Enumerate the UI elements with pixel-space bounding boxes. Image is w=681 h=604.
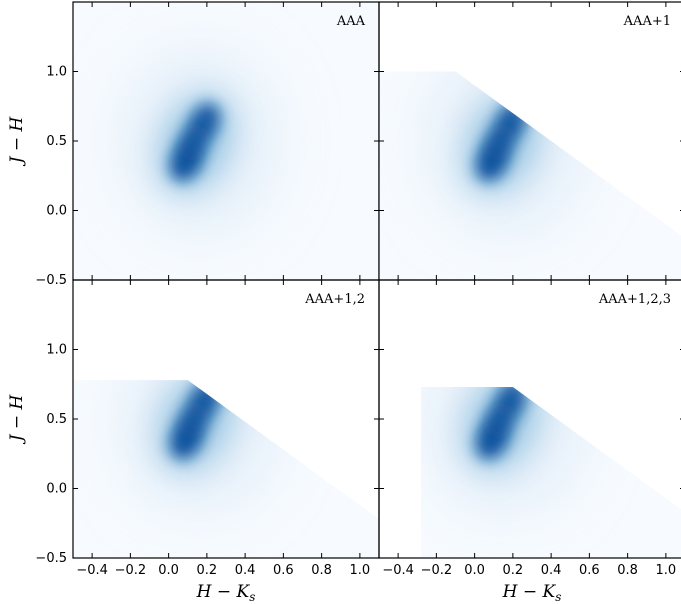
y-tick-label: 0.0	[46, 482, 67, 497]
panel-4: −0.4 −0.2 0.0 0.2 0.4 0.6 0.8 1.0 AAA+1,2,3	[378, 279, 681, 578]
y-tick-label: −0.5	[35, 273, 67, 288]
x-tick-label: −0.4	[382, 563, 414, 578]
x-tick-label: 0.6	[273, 563, 294, 578]
y-axis-label-top: J − H	[7, 115, 27, 166]
panel-label: AAA+1,2	[304, 292, 365, 307]
x-tick-label: 0.6	[579, 563, 600, 578]
y-tick-label: 1.0	[46, 343, 67, 358]
x-tick-label: 0.0	[464, 563, 485, 578]
density-peak-3	[484, 402, 515, 439]
y-tick-label: 0.5	[46, 134, 67, 149]
x-tick-label: 0.4	[541, 563, 562, 578]
x-tick-label: −0.2	[115, 563, 147, 578]
x-tick-label: 0.8	[617, 563, 638, 578]
y-tick-label: −0.5	[35, 551, 67, 566]
panel-1: −0.5 0.0 0.5 1.0 AAA	[35, 1, 380, 288]
x-axis-label-right: H − Ks	[502, 582, 562, 604]
panel-label: AAA	[336, 14, 366, 29]
x-tick-label: 0.8	[311, 563, 332, 578]
x-tick-label: 0.0	[158, 563, 179, 578]
x-tick-label: 1.0	[350, 563, 371, 578]
x-tick-label: −0.4	[76, 563, 108, 578]
x-tick-label: 1.0	[656, 563, 677, 578]
density-peak-3	[178, 402, 209, 439]
panel-2: AAA+1	[378, 1, 681, 281]
x-tick-label: −0.2	[421, 563, 453, 578]
x-tick-label: 0.2	[197, 563, 218, 578]
y-tick-label: 0.5	[46, 412, 67, 427]
x-axis-label-left: H − Ks	[196, 582, 256, 604]
panel-label: AAA+1,2,3	[598, 292, 671, 307]
density-peak-3	[484, 124, 515, 161]
x-tick-label: 0.2	[503, 563, 524, 578]
panel-label: AAA+1	[623, 14, 671, 29]
density-peak-3	[178, 124, 209, 161]
x-tick-label: 0.4	[235, 563, 256, 578]
y-tick-label: 1.0	[46, 65, 67, 80]
y-axis-label-bottom: J − H	[7, 393, 27, 444]
y-tick-label: 0.0	[46, 204, 67, 219]
panel-3: −0.4 −0.2 0.0 0.2 0.4 0.6 0.8 1.0 −0.5 0.0 0.5 1.0 A…	[35, 279, 380, 578]
